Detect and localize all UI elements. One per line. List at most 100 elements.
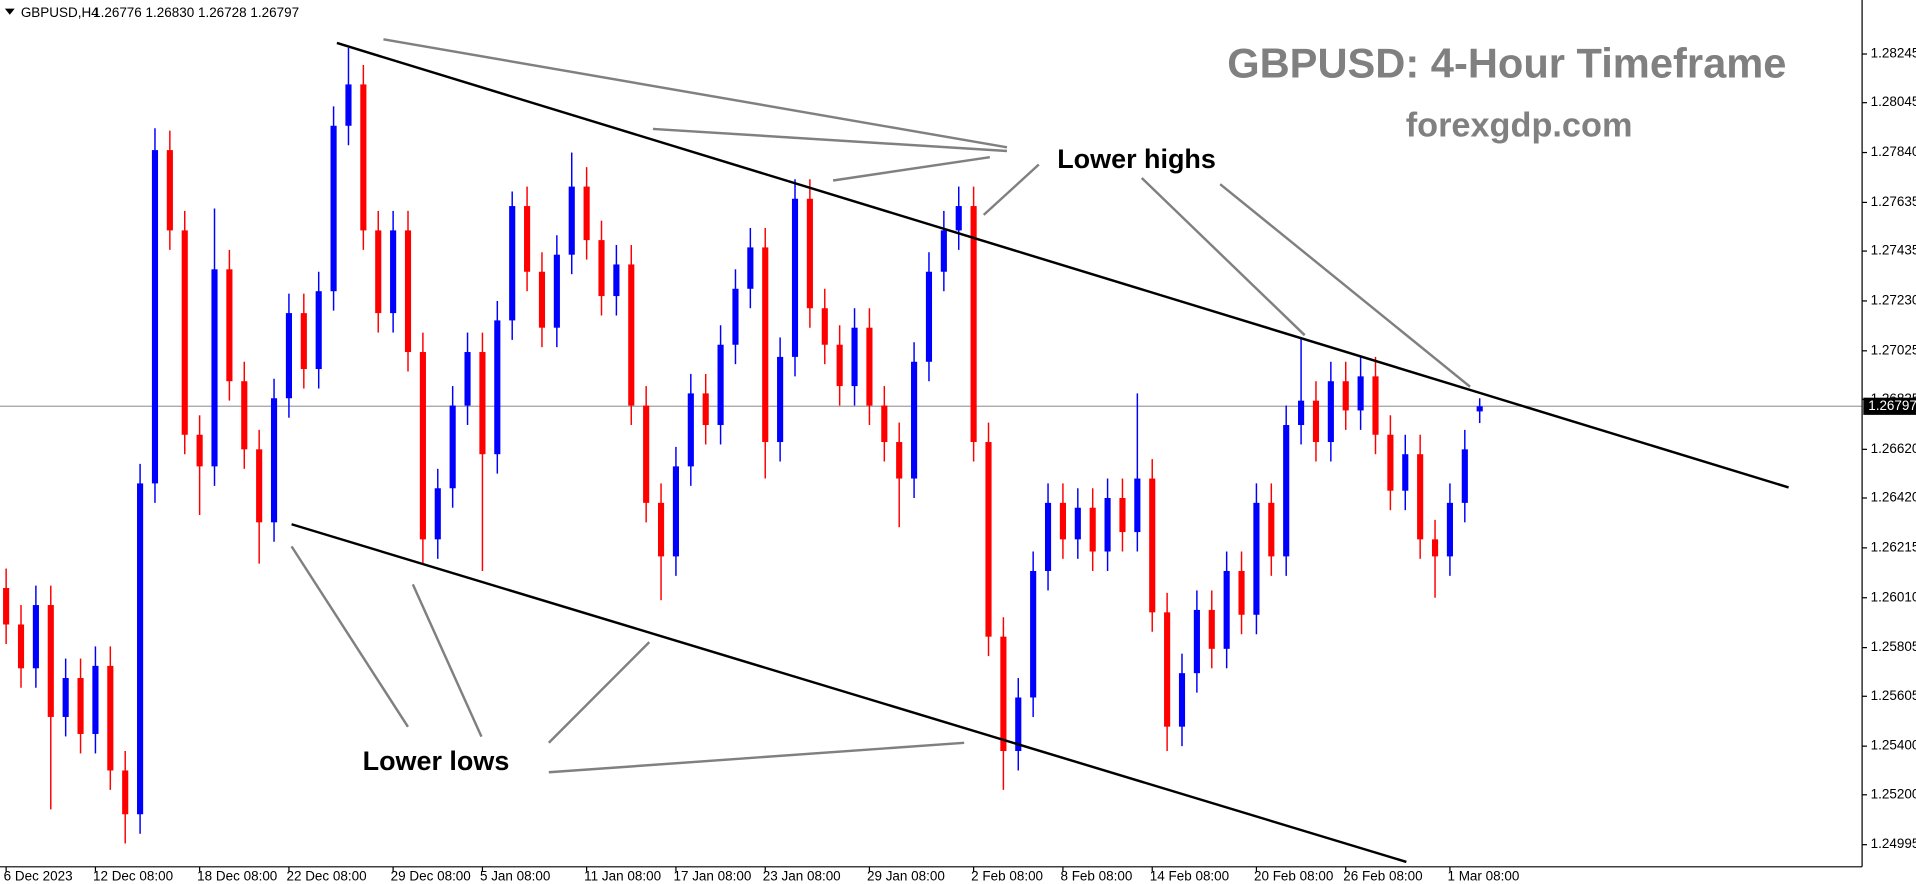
candle-body [1402, 454, 1409, 491]
y-tick-label: 1.26010 [1871, 589, 1916, 604]
upper-trendline [336, 41, 1789, 489]
candle-body [598, 240, 605, 297]
x-tick-label: 6 Dec 2023 [4, 868, 73, 883]
candle-body [404, 230, 412, 353]
candle-body [1208, 609, 1215, 649]
x-tick-label: 22 Dec 08:00 [286, 868, 366, 883]
candle-body [62, 678, 69, 717]
candle-body [3, 588, 10, 625]
candle-body [107, 665, 114, 771]
candle-body [226, 269, 233, 382]
y-tick-label: 1.25200 [1871, 786, 1916, 801]
candle-body [1372, 376, 1379, 435]
pointer-line [832, 155, 991, 182]
candle-body [1119, 497, 1126, 533]
candle-body [360, 84, 367, 231]
candle-body [1089, 507, 1096, 552]
candle-body [17, 624, 25, 669]
candle-body [524, 206, 531, 272]
pointer-line [652, 127, 1008, 153]
candle-body [1461, 449, 1468, 503]
candle-body [1134, 478, 1141, 533]
candle-body [985, 442, 992, 637]
y-tick-label: 1.28045 [1871, 94, 1916, 109]
candle-body [613, 264, 620, 297]
candle-body [538, 271, 546, 328]
candle-body [1417, 454, 1424, 540]
candle-body [330, 125, 337, 292]
candle-body [345, 84, 352, 126]
candle-body [77, 678, 84, 734]
y-tick-label: 1.27230 [1871, 292, 1916, 307]
candle-body [643, 405, 650, 503]
candle-body [509, 206, 516, 321]
candle-body [479, 352, 486, 455]
y-tick-label: 1.25400 [1871, 738, 1916, 753]
candle-body [821, 308, 828, 345]
candle-body [568, 186, 575, 255]
candle-body [911, 361, 918, 479]
candle-body [955, 206, 962, 231]
current-price-box [1863, 397, 1916, 415]
candle-body [181, 230, 188, 435]
candle-body [464, 352, 471, 406]
pointer-line [290, 545, 409, 728]
candle-body [434, 488, 441, 540]
candle-body [747, 247, 754, 289]
x-tick-label: 29 Dec 08:00 [391, 868, 471, 883]
plot-area [0, 47, 1863, 844]
candle-body [1059, 502, 1066, 540]
candle-body [1268, 502, 1275, 557]
x-tick-label: 12 Dec 08:00 [93, 868, 173, 883]
candle-body [32, 605, 39, 669]
candle-body [881, 405, 888, 443]
symbol-label: GBPUSD,H4 [21, 5, 99, 20]
y-tick-label: 1.26215 [1871, 539, 1916, 554]
candle-body [92, 665, 99, 734]
candle-body [1312, 400, 1320, 443]
candle-body [1104, 497, 1111, 552]
candle-body [241, 381, 248, 450]
x-tick-label: 20 Feb 08:00 [1254, 868, 1333, 883]
x-tick-label: 23 Jan 08:00 [763, 868, 841, 883]
pointer-line [548, 741, 965, 774]
y-tick-label: 1.25805 [1871, 639, 1916, 654]
candle-body [211, 269, 218, 467]
candle-body [1164, 612, 1171, 727]
pointer-line [547, 641, 651, 744]
y-tick-label: 1.25605 [1871, 688, 1916, 703]
ohlc-label: 1.26776 1.26830 1.26728 1.26797 [93, 5, 299, 20]
menu-arrow[interactable] [4, 8, 15, 15]
candle-body [657, 502, 665, 557]
candle-body [449, 405, 456, 489]
lower-trendline [291, 523, 1407, 864]
candle-body [1000, 636, 1007, 752]
candle-body [702, 393, 709, 426]
candle-body [375, 230, 382, 314]
x-tick-label: 11 Jan 08:00 [584, 868, 661, 883]
x-tick-label: 14 Feb 08:00 [1150, 868, 1229, 883]
candle-body [851, 327, 858, 387]
current-price-label: 1.26797 [1868, 398, 1916, 413]
candle-body [1238, 570, 1245, 615]
candle-body [687, 393, 694, 467]
candle-body [732, 288, 739, 345]
pointer-line [411, 583, 483, 738]
candle-body [166, 150, 173, 231]
candle-body [1476, 406, 1483, 412]
candle-body [553, 254, 560, 328]
candle-body [390, 230, 397, 314]
candle-body [925, 271, 933, 362]
y-tick-label: 1.24995 [1871, 836, 1916, 851]
candle-body [494, 320, 501, 455]
candle-body [806, 198, 813, 309]
y-tick-label: 1.26620 [1871, 441, 1916, 456]
candle-body [300, 313, 307, 370]
candle-body [285, 313, 292, 399]
candle-body [419, 352, 426, 540]
candle-body [122, 770, 129, 815]
x-tick-label: 1 Mar 08:00 [1447, 868, 1519, 883]
candle-body [1149, 478, 1156, 613]
candle-body [970, 206, 977, 443]
